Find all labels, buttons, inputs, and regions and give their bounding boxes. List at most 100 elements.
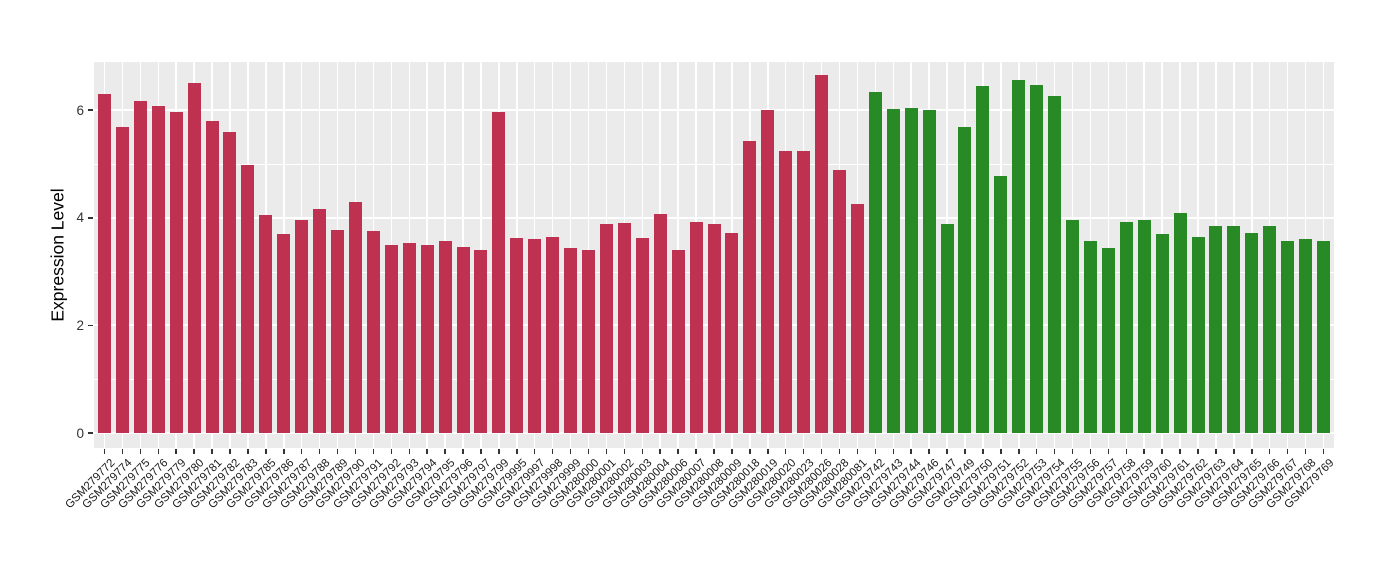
x-tick-mark <box>892 449 894 454</box>
bar <box>671 249 685 433</box>
bar <box>725 233 739 433</box>
x-tick-mark <box>265 449 267 454</box>
x-tick-mark <box>623 449 626 454</box>
bar <box>187 82 201 433</box>
plot-panel <box>94 62 1334 448</box>
x-tick-mark <box>767 449 769 454</box>
x-tick-mark <box>874 449 877 454</box>
bar <box>169 111 183 433</box>
bar <box>850 203 864 433</box>
bar <box>438 240 452 433</box>
bar <box>259 215 273 433</box>
x-tick-mark <box>1143 449 1145 454</box>
bar <box>1317 240 1330 433</box>
bar <box>994 175 1008 433</box>
bar <box>1209 225 1223 433</box>
x-tick-mark <box>283 449 285 454</box>
x-tick-mark <box>838 449 841 454</box>
x-tick-mark <box>175 449 177 454</box>
bar <box>313 209 327 433</box>
bar <box>1281 240 1295 433</box>
x-tick-mark <box>605 449 608 454</box>
y-axis-title-text: Expression Level <box>47 188 68 322</box>
x-tick-mark <box>354 449 357 454</box>
x-tick-mark <box>1179 449 1181 454</box>
bar <box>98 93 111 433</box>
bar <box>958 127 972 433</box>
bar <box>402 243 416 433</box>
x-tick-mark <box>480 449 482 454</box>
bar <box>528 238 542 433</box>
x-tick-mark <box>139 449 142 454</box>
bar <box>366 230 380 433</box>
y-tick-label: 2 <box>76 317 84 333</box>
bar <box>223 131 237 433</box>
x-tick-mark <box>1000 449 1002 454</box>
bar <box>295 219 309 433</box>
x-tick-mark <box>1018 449 1020 454</box>
x-tick-mark <box>211 449 213 454</box>
x-tick-mark <box>910 449 912 454</box>
y-tick-label: 4 <box>76 210 84 226</box>
x-tick-mark <box>193 449 195 454</box>
bar <box>886 109 900 433</box>
bar <box>653 214 667 433</box>
bar <box>976 85 990 433</box>
x-tick-mark <box>157 449 160 454</box>
x-tick-mark <box>677 449 679 454</box>
bar <box>1245 233 1259 433</box>
bar <box>277 233 291 433</box>
x-tick-mark <box>1125 449 1128 454</box>
x-tick-mark <box>336 449 339 454</box>
bar <box>1263 226 1277 433</box>
bar <box>115 127 129 433</box>
bar <box>348 201 362 433</box>
bar <box>617 222 631 433</box>
x-tick-mark <box>516 449 518 454</box>
bar <box>384 244 398 433</box>
x-tick-mark <box>695 449 697 454</box>
x-tick-mark <box>498 449 500 454</box>
x-tick-mark <box>1035 449 1038 454</box>
bar <box>492 111 506 433</box>
x-tick-mark <box>1286 449 1289 454</box>
bar <box>1101 248 1115 433</box>
x-tick-mark <box>641 449 644 454</box>
bar <box>599 224 613 433</box>
bar <box>832 169 846 433</box>
x-tick-mark <box>318 449 321 454</box>
bar <box>689 222 703 433</box>
x-tick-mark <box>713 449 715 454</box>
x-tick-mark <box>964 449 966 454</box>
y-tick-label: 0 <box>76 425 84 441</box>
bar <box>241 165 255 433</box>
bar <box>564 247 578 433</box>
bar <box>743 140 757 433</box>
x-tick-mark <box>784 449 787 454</box>
bar <box>1083 240 1097 433</box>
x-tick-mark <box>390 449 393 454</box>
x-tick-mark <box>928 449 930 454</box>
x-tick-mark <box>1089 449 1092 454</box>
bar <box>510 238 524 433</box>
x-tick-mark <box>1197 449 1199 454</box>
bar <box>1299 238 1313 433</box>
bar <box>331 230 345 433</box>
bar <box>1030 84 1044 433</box>
x-tick-mark <box>1161 449 1163 454</box>
x-tick-mark <box>533 449 536 454</box>
bar <box>797 150 811 433</box>
y-tick-mark <box>88 432 93 434</box>
x-tick-mark <box>1215 449 1217 454</box>
bar <box>940 224 954 433</box>
bar <box>420 245 434 433</box>
x-tick-mark <box>408 449 410 454</box>
bar <box>707 224 721 433</box>
x-tick-mark <box>659 449 661 454</box>
y-tick-mark <box>88 217 93 219</box>
x-tick-mark <box>551 449 554 454</box>
bar <box>1012 80 1026 433</box>
bar <box>133 100 147 433</box>
x-tick-mark <box>121 449 124 454</box>
